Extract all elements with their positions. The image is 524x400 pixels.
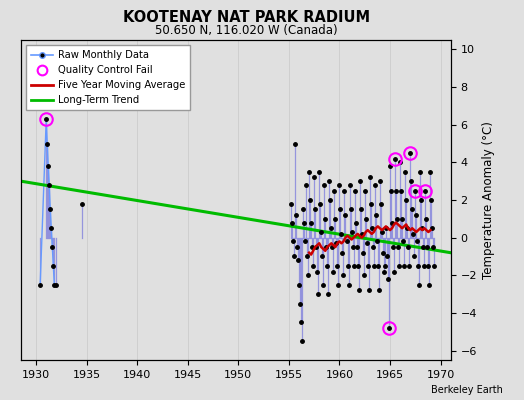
Text: Berkeley Earth: Berkeley Earth — [431, 385, 503, 395]
Text: 50.650 N, 116.020 W (Canada): 50.650 N, 116.020 W (Canada) — [155, 24, 337, 37]
Y-axis label: Temperature Anomaly (°C): Temperature Anomaly (°C) — [483, 121, 495, 279]
Legend: Raw Monthly Data, Quality Control Fail, Five Year Moving Average, Long-Term Tren: Raw Monthly Data, Quality Control Fail, … — [26, 45, 190, 110]
Text: KOOTENAY NAT PARK RADIUM: KOOTENAY NAT PARK RADIUM — [123, 10, 370, 25]
